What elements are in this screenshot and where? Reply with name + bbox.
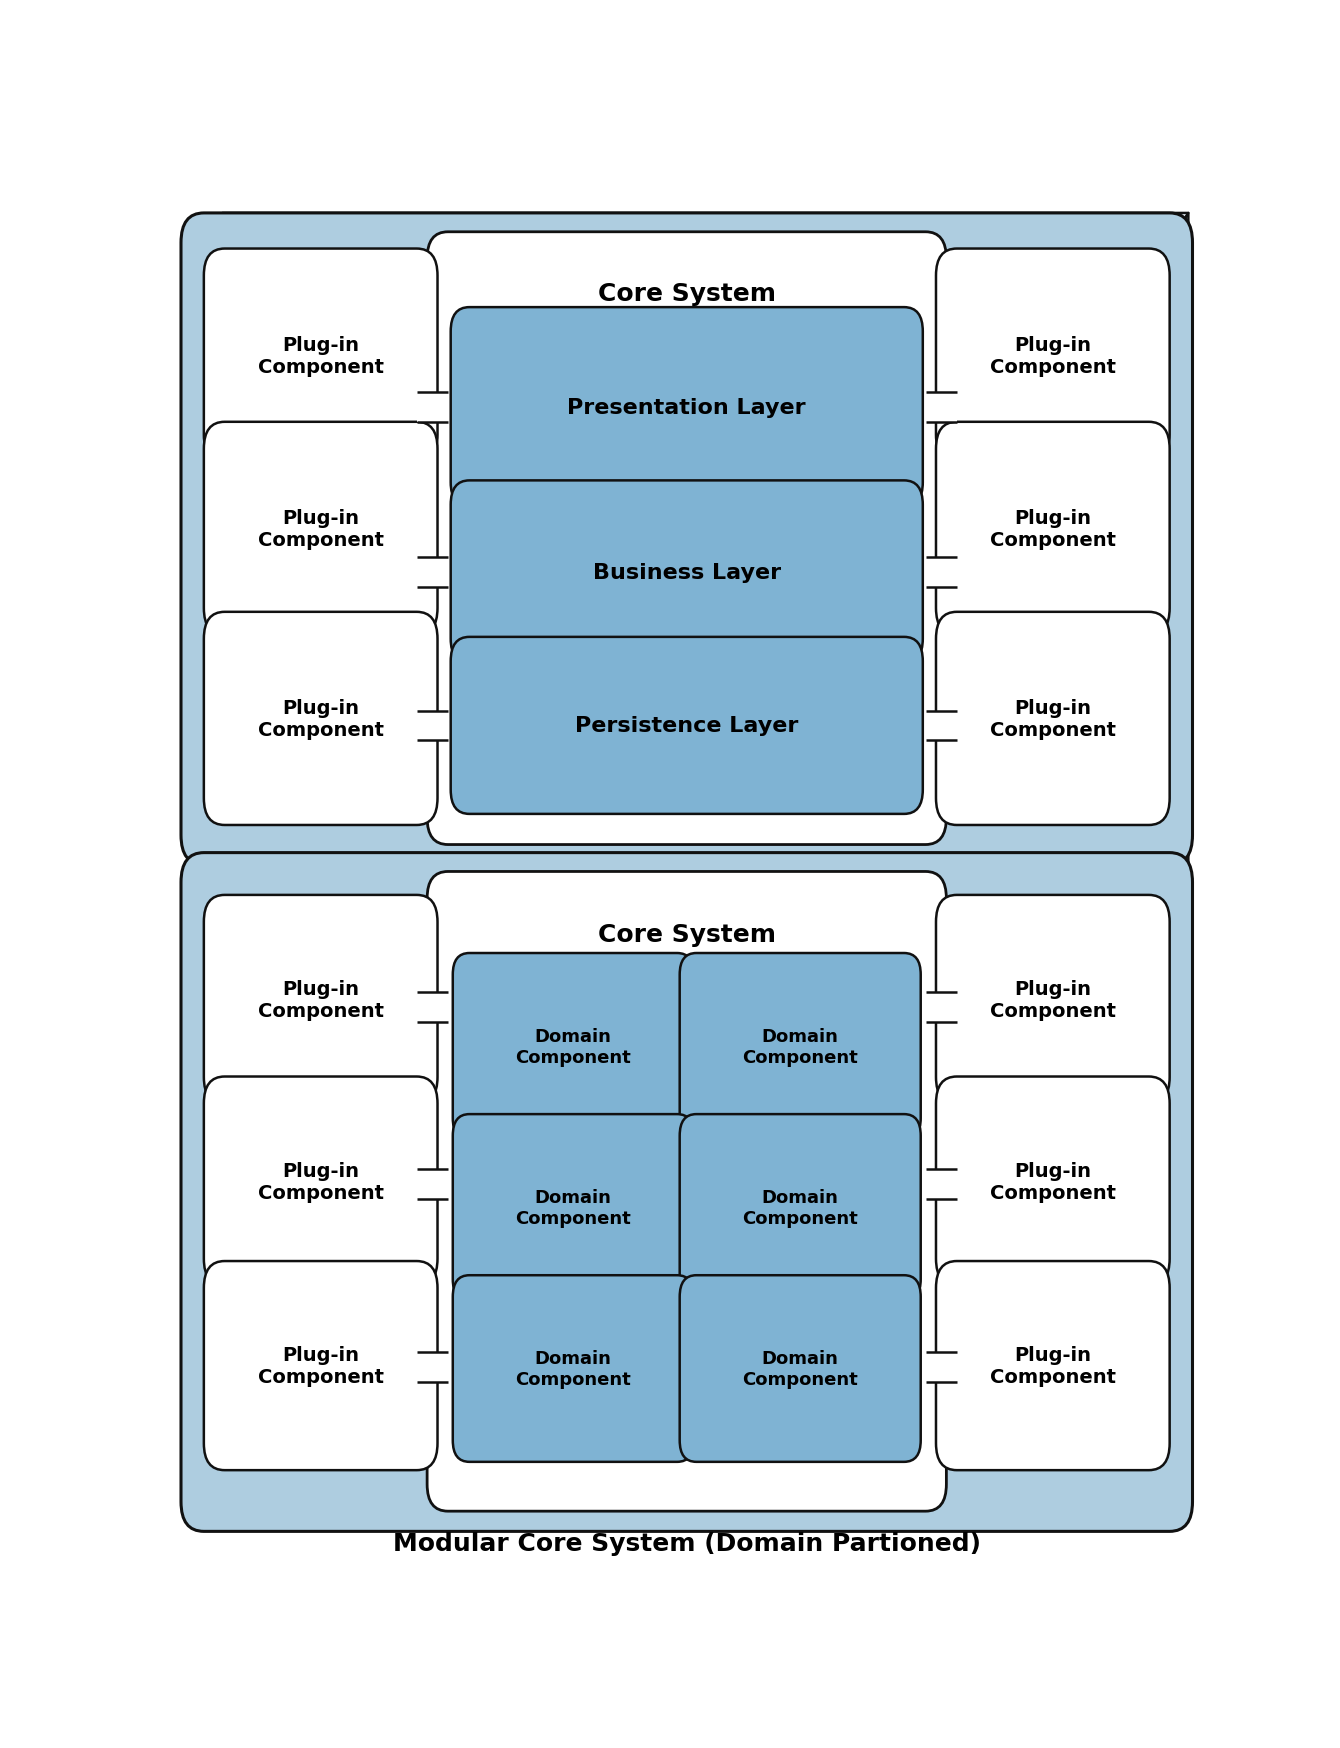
Bar bbox=[926, 558, 957, 587]
Bar bbox=[926, 993, 957, 1023]
Text: Plug-in
Component: Plug-in Component bbox=[990, 1161, 1116, 1203]
Bar bbox=[926, 1169, 957, 1199]
Text: Plug-in
Component: Plug-in Component bbox=[990, 509, 1116, 549]
Text: Domain
Component: Domain Component bbox=[516, 1189, 631, 1227]
Text: Core System: Core System bbox=[598, 923, 776, 946]
Text: Persistence Layer: Persistence Layer bbox=[575, 717, 799, 736]
FancyBboxPatch shape bbox=[935, 1262, 1170, 1470]
Bar bbox=[926, 711, 957, 741]
FancyBboxPatch shape bbox=[204, 612, 437, 825]
FancyBboxPatch shape bbox=[427, 872, 946, 1512]
Text: Domain
Component: Domain Component bbox=[516, 1028, 631, 1066]
Bar bbox=[417, 1169, 448, 1199]
Text: Modular Core System (Domain Partioned): Modular Core System (Domain Partioned) bbox=[393, 1531, 981, 1556]
Polygon shape bbox=[1170, 213, 1189, 836]
FancyBboxPatch shape bbox=[935, 895, 1170, 1105]
FancyBboxPatch shape bbox=[935, 250, 1170, 463]
Text: Plug-in
Component: Plug-in Component bbox=[257, 699, 383, 739]
FancyBboxPatch shape bbox=[450, 481, 923, 664]
Polygon shape bbox=[204, 213, 1189, 243]
FancyBboxPatch shape bbox=[450, 638, 923, 815]
FancyBboxPatch shape bbox=[935, 1077, 1170, 1287]
Polygon shape bbox=[1170, 853, 1189, 1502]
Text: Presentation Layer: Presentation Layer bbox=[567, 397, 807, 418]
Text: Domain
Component: Domain Component bbox=[516, 1349, 631, 1388]
Text: Domain
Component: Domain Component bbox=[742, 1028, 858, 1066]
Bar bbox=[417, 1353, 448, 1383]
FancyBboxPatch shape bbox=[204, 1262, 437, 1470]
Text: Plug-in
Component: Plug-in Component bbox=[990, 979, 1116, 1021]
FancyBboxPatch shape bbox=[427, 232, 946, 844]
Bar bbox=[417, 558, 448, 587]
FancyBboxPatch shape bbox=[450, 308, 923, 507]
FancyBboxPatch shape bbox=[181, 213, 1193, 865]
FancyBboxPatch shape bbox=[679, 953, 921, 1140]
FancyBboxPatch shape bbox=[679, 1276, 921, 1461]
Text: Plug-in
Component: Plug-in Component bbox=[990, 699, 1116, 739]
Text: Plug-in
Component: Plug-in Component bbox=[257, 509, 383, 549]
FancyBboxPatch shape bbox=[204, 250, 437, 463]
Text: Domain
Component: Domain Component bbox=[742, 1349, 858, 1388]
FancyBboxPatch shape bbox=[204, 1077, 437, 1287]
Bar bbox=[417, 993, 448, 1023]
Bar bbox=[417, 393, 448, 423]
Text: Domain
Component: Domain Component bbox=[742, 1189, 858, 1227]
Text: Business Layer: Business Layer bbox=[592, 563, 781, 582]
FancyBboxPatch shape bbox=[453, 1115, 694, 1301]
FancyBboxPatch shape bbox=[204, 423, 437, 636]
Bar bbox=[926, 1353, 957, 1383]
FancyBboxPatch shape bbox=[204, 895, 437, 1105]
FancyBboxPatch shape bbox=[453, 1276, 694, 1461]
FancyBboxPatch shape bbox=[181, 853, 1193, 1531]
FancyBboxPatch shape bbox=[453, 953, 694, 1140]
Text: Plug-in
Component: Plug-in Component bbox=[257, 1161, 383, 1203]
FancyBboxPatch shape bbox=[935, 423, 1170, 636]
Text: Plug-in
Component: Plug-in Component bbox=[257, 336, 383, 376]
Text: Layered Core System (Technically Partioned): Layered Core System (Technically Partion… bbox=[370, 862, 1004, 886]
Bar bbox=[417, 711, 448, 741]
FancyBboxPatch shape bbox=[679, 1115, 921, 1301]
Polygon shape bbox=[204, 853, 1189, 883]
Text: Plug-in
Component: Plug-in Component bbox=[990, 1346, 1116, 1386]
Text: Plug-in
Component: Plug-in Component bbox=[257, 1346, 383, 1386]
FancyBboxPatch shape bbox=[935, 612, 1170, 825]
Text: Plug-in
Component: Plug-in Component bbox=[990, 336, 1116, 376]
Bar bbox=[926, 393, 957, 423]
Text: Core System: Core System bbox=[598, 281, 776, 306]
Text: Plug-in
Component: Plug-in Component bbox=[257, 979, 383, 1021]
